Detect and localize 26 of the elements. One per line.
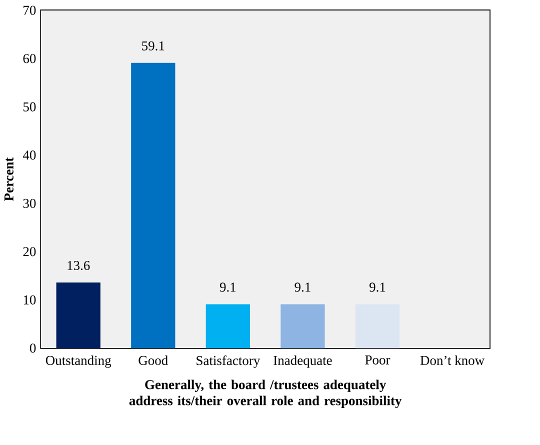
x-axis-title: Generally, the board /trustees adequately address its/their overall role and responsibility [129,380,402,408]
y-tick-label: 20 [23,247,36,256]
y-axis-title: Percent [4,157,14,202]
x-tick-label: Good [138,356,168,366]
y-tick-label: 70 [24,6,36,15]
bar [280,304,325,348]
x-tick-label: Don’t know [420,356,485,366]
y-tick-label: 50 [24,102,36,112]
y-tick-label: 30 [23,198,36,208]
bar [206,304,250,348]
x-tick-label: Inadequate [274,356,332,368]
bar [355,304,400,348]
data-label: 9.1 [370,282,386,292]
x-tick-label: Satisfactory [196,356,260,368]
y-tick-label: 60 [23,54,36,64]
y-tick-label: 0 [30,344,36,353]
data-label: 13.6 [68,261,90,270]
x-tick-label: Poor [365,356,390,365]
bar [131,62,176,348]
y-tick-label: 40 [22,150,36,160]
x-tick-label: Outstanding [46,356,112,368]
y-tick-label: 10 [24,295,36,305]
data-label: 9.1 [220,282,236,292]
data-label: 9.1 [294,282,310,292]
data-label: 59.1 [142,41,164,51]
bar [56,282,100,348]
